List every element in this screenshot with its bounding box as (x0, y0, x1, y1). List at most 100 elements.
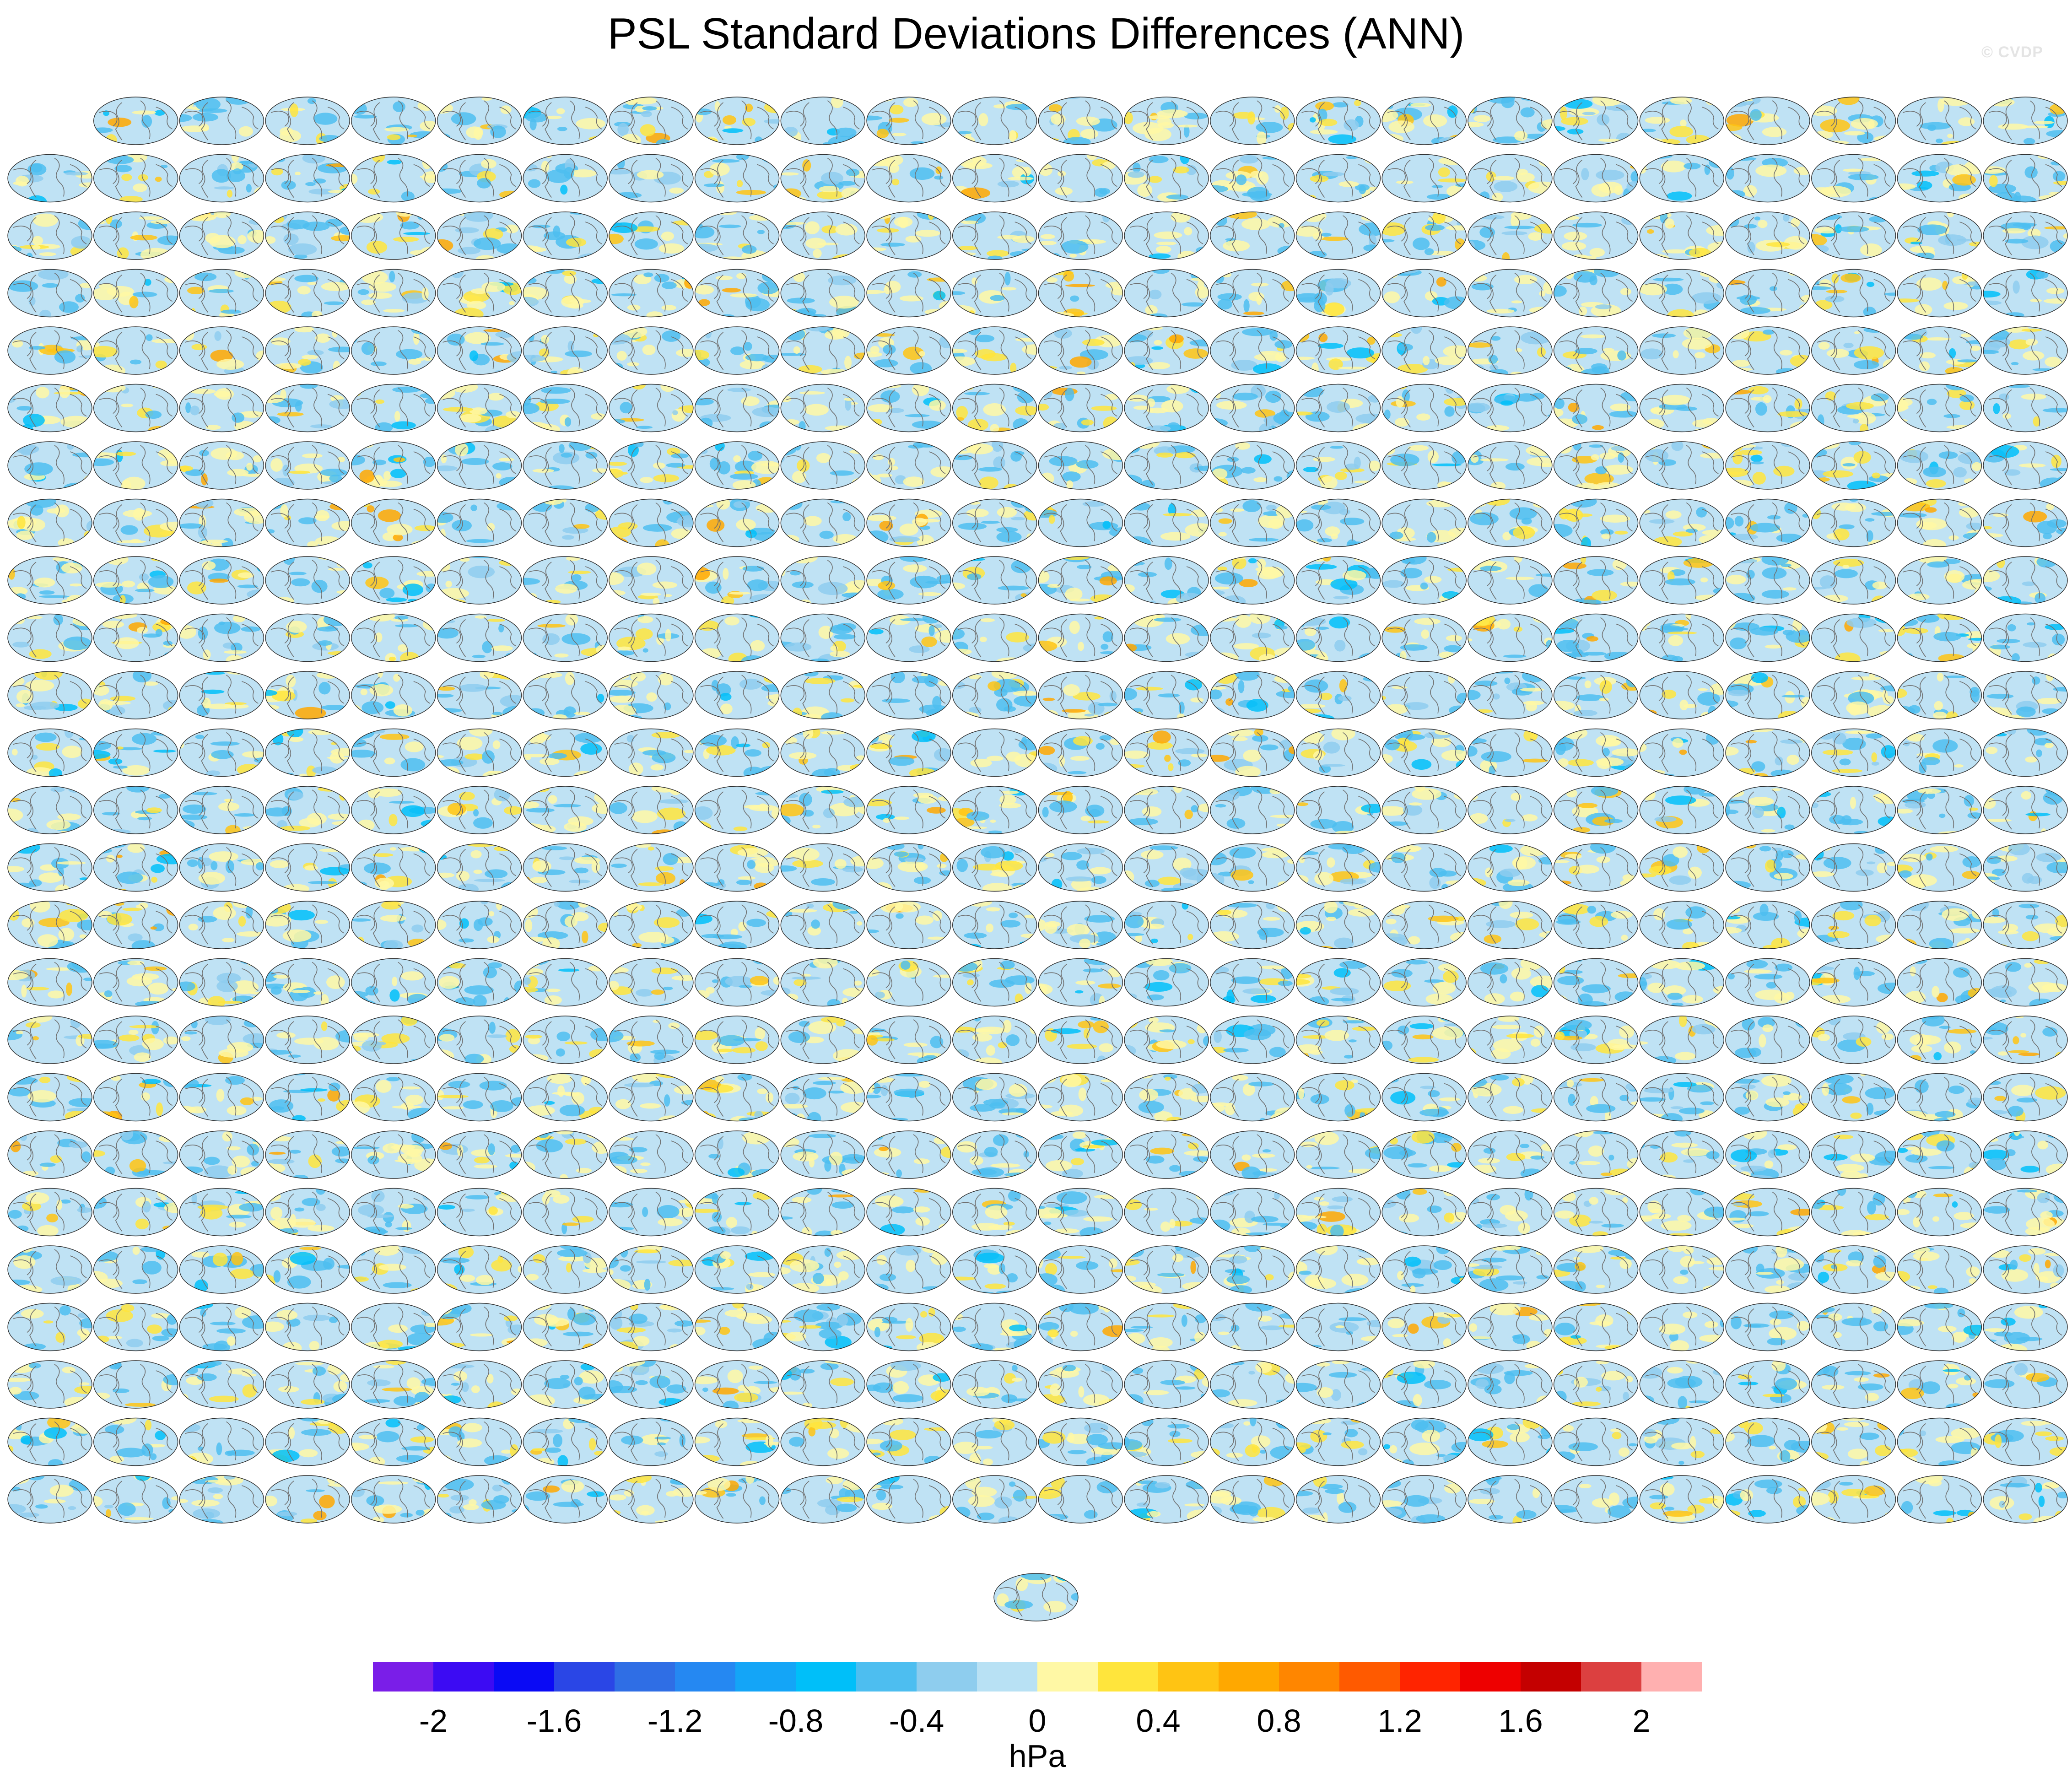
map-panel (1897, 326, 1982, 375)
map-panel (1295, 269, 1381, 318)
map-panel (1468, 556, 1553, 605)
map-panel (952, 211, 1037, 260)
map-panel (1381, 154, 1467, 203)
map-panel (1381, 269, 1467, 318)
map-panel (523, 613, 608, 662)
map-panel (1811, 556, 1896, 605)
colorbar-tick-label: 2 (1633, 1703, 1651, 1739)
map-panel (1897, 384, 1982, 432)
colorbar-bin (433, 1662, 494, 1692)
map-panel (1124, 326, 1209, 375)
map-panel (1811, 498, 1896, 547)
colorbar-tick-label: -1.6 (527, 1703, 582, 1739)
map-panel (523, 498, 608, 547)
map-panel (1553, 269, 1639, 318)
map-panel (1811, 211, 1896, 260)
map-panel (1897, 97, 1982, 145)
map-panel (7, 326, 92, 375)
map-panel (1210, 326, 1295, 375)
colorbar-bin (1641, 1662, 1702, 1692)
panel-grid (7, 97, 2068, 1621)
map-panel (1210, 154, 1295, 203)
colorbar-tick-label: 0.4 (1136, 1703, 1180, 1739)
map-panel (609, 97, 694, 145)
map-panel (1038, 154, 1123, 203)
map-panel (1468, 384, 1553, 432)
map-panel (1381, 441, 1467, 490)
colorbar-bin (494, 1662, 555, 1692)
map-panel (93, 269, 178, 318)
map-panel (1381, 384, 1467, 432)
colorbar-tick-label: -2 (419, 1703, 448, 1739)
map-panel (437, 269, 522, 318)
colorbar-bin (1581, 1662, 1642, 1692)
map-panel (1811, 269, 1896, 318)
map-panel (7, 498, 92, 547)
map-panel (952, 269, 1037, 318)
map-panel (1468, 441, 1553, 490)
map-panel (1725, 441, 1810, 490)
map-panel (7, 269, 92, 318)
map-panel (265, 441, 350, 490)
map-panel (1983, 384, 2068, 432)
colorbar-tick-label: 0.8 (1257, 1703, 1301, 1739)
map-panel (866, 97, 951, 145)
colorbar-bin (1158, 1662, 1219, 1692)
map-panel (179, 97, 264, 145)
colorbar-bin (1279, 1662, 1340, 1692)
map-panel (265, 326, 350, 375)
map-panel (265, 97, 350, 145)
colorbar-bin (373, 1662, 434, 1692)
map-panel (265, 211, 350, 260)
map-panel (1295, 498, 1381, 547)
map-panel (1124, 154, 1209, 203)
colorbar-bin (675, 1662, 736, 1692)
map-panel (523, 97, 608, 145)
map-panel (1725, 326, 1810, 375)
map-panel (1295, 384, 1381, 432)
map-panel (952, 498, 1037, 547)
colorbar-tick-label: 1.6 (1498, 1703, 1543, 1739)
map-panel (437, 97, 522, 145)
map-panel (1983, 269, 2068, 318)
map-panel (866, 441, 951, 490)
map-panel (1983, 211, 2068, 260)
map-panel (1553, 556, 1639, 605)
map-panel (265, 613, 350, 662)
colorbar-bin (1219, 1662, 1279, 1692)
map-panel (523, 269, 608, 318)
map-panel (1897, 556, 1982, 605)
map-panel (1381, 498, 1467, 547)
colorbar-bin (917, 1662, 977, 1692)
map-panel (1295, 97, 1381, 145)
colorbar-bin (1521, 1662, 1581, 1692)
colorbar-bin (1400, 1662, 1461, 1692)
map-panel (523, 326, 608, 375)
map-panel (265, 269, 350, 318)
colorbar-tick-label: -1.2 (648, 1703, 703, 1739)
map-panel (179, 326, 264, 375)
map-panel (7, 556, 92, 605)
map-panel (1210, 498, 1295, 547)
map-panel (866, 154, 951, 203)
colorbar-units: hPa (1009, 1738, 1066, 1774)
map-panel (1725, 498, 1810, 547)
map-panel (1897, 269, 1982, 318)
map-panel (93, 154, 178, 203)
map-panel (523, 441, 608, 490)
map-panel (1897, 211, 1982, 260)
map-panel (1124, 498, 1209, 547)
map-panel (1038, 326, 1123, 375)
map-panel (265, 384, 350, 432)
map-panel (7, 211, 92, 260)
colorbar-bin (615, 1662, 675, 1692)
map-panel (694, 441, 780, 490)
map-panel (179, 556, 264, 605)
map-panel (609, 441, 694, 490)
map-panel (265, 498, 350, 547)
map-panel (609, 211, 694, 260)
map-panel (952, 154, 1037, 203)
colorbar-bin (977, 1662, 1038, 1692)
map-panel (437, 326, 522, 375)
map-panel (523, 211, 608, 260)
